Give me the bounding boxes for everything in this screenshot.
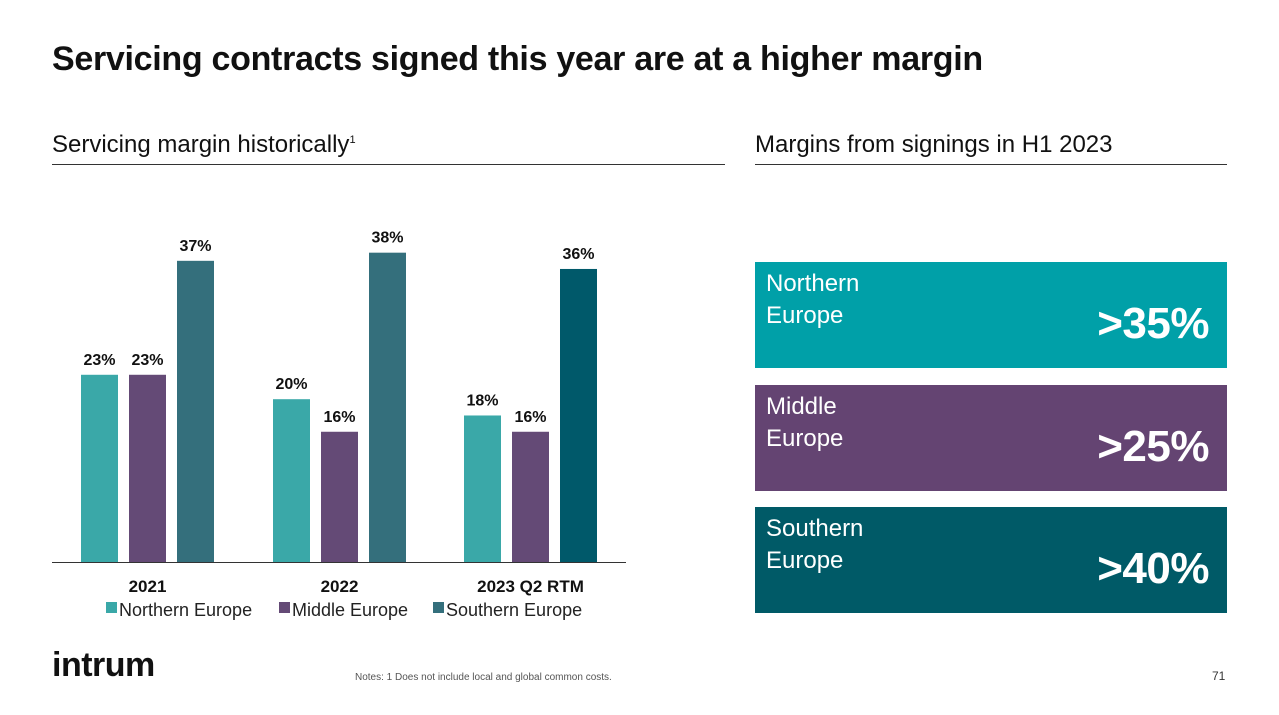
data-label: 36% <box>562 246 594 263</box>
x-tick-label: 2022 <box>321 577 359 596</box>
chart-subtitle-text: Servicing margin historically <box>52 131 350 158</box>
signing-region-label: Middle Europe <box>766 393 844 452</box>
data-label: 16% <box>323 409 355 426</box>
legend-swatch <box>279 602 290 613</box>
signing-region-label: Southern Europe <box>766 515 864 574</box>
bar <box>81 374 118 562</box>
signing-box-middle-europe: Middle Europe >25% <box>755 385 1227 491</box>
bar <box>129 374 166 562</box>
bar <box>177 260 214 562</box>
signing-region-label: Northern Europe <box>766 270 860 329</box>
data-label: 16% <box>514 409 546 426</box>
footnote-text: Notes: 1 Does not include local and glob… <box>355 672 612 683</box>
bar <box>512 431 549 562</box>
legend-swatch <box>433 602 444 613</box>
chart-subtitle: Servicing margin historically1 <box>52 131 725 165</box>
legend-label: Southern Europe <box>446 600 582 620</box>
bar <box>273 399 310 562</box>
signing-margin-value: >35% <box>1097 299 1209 348</box>
signing-margin-value: >40% <box>1097 544 1209 593</box>
bar <box>321 431 358 562</box>
legend-label: Northern Europe <box>119 600 252 620</box>
data-label: 23% <box>131 352 163 369</box>
page-title: Servicing contracts signed this year are… <box>52 40 983 78</box>
data-label: 20% <box>275 376 307 393</box>
bar <box>464 415 501 562</box>
data-label: 23% <box>83 352 115 369</box>
footnote-marker: 1 <box>349 134 356 146</box>
signing-margin-value: >25% <box>1097 422 1209 471</box>
intrum-logo: intrum <box>52 646 155 684</box>
data-label: 38% <box>371 230 403 247</box>
signing-box-northern-europe: Northern Europe >35% <box>755 262 1227 368</box>
data-label: 18% <box>466 392 498 409</box>
x-tick-label: 2021 <box>129 577 167 596</box>
legend-label: Middle Europe <box>292 600 408 620</box>
margin-bar-chart: 23% 23% 37% 2021 20% 16% 38% 2022 18% 16% 36% 2023 … <box>52 230 626 620</box>
signings-subtitle: Margins from signings in H1 2023 <box>755 131 1227 165</box>
bar <box>560 268 597 562</box>
x-tick-label: 2023 Q2 RTM <box>477 577 584 596</box>
bar <box>369 252 406 562</box>
page-number: 71 <box>1212 669 1226 683</box>
signing-box-southern-europe: Southern Europe >40% <box>755 507 1227 613</box>
legend-swatch <box>106 602 117 613</box>
data-label: 37% <box>179 238 211 255</box>
